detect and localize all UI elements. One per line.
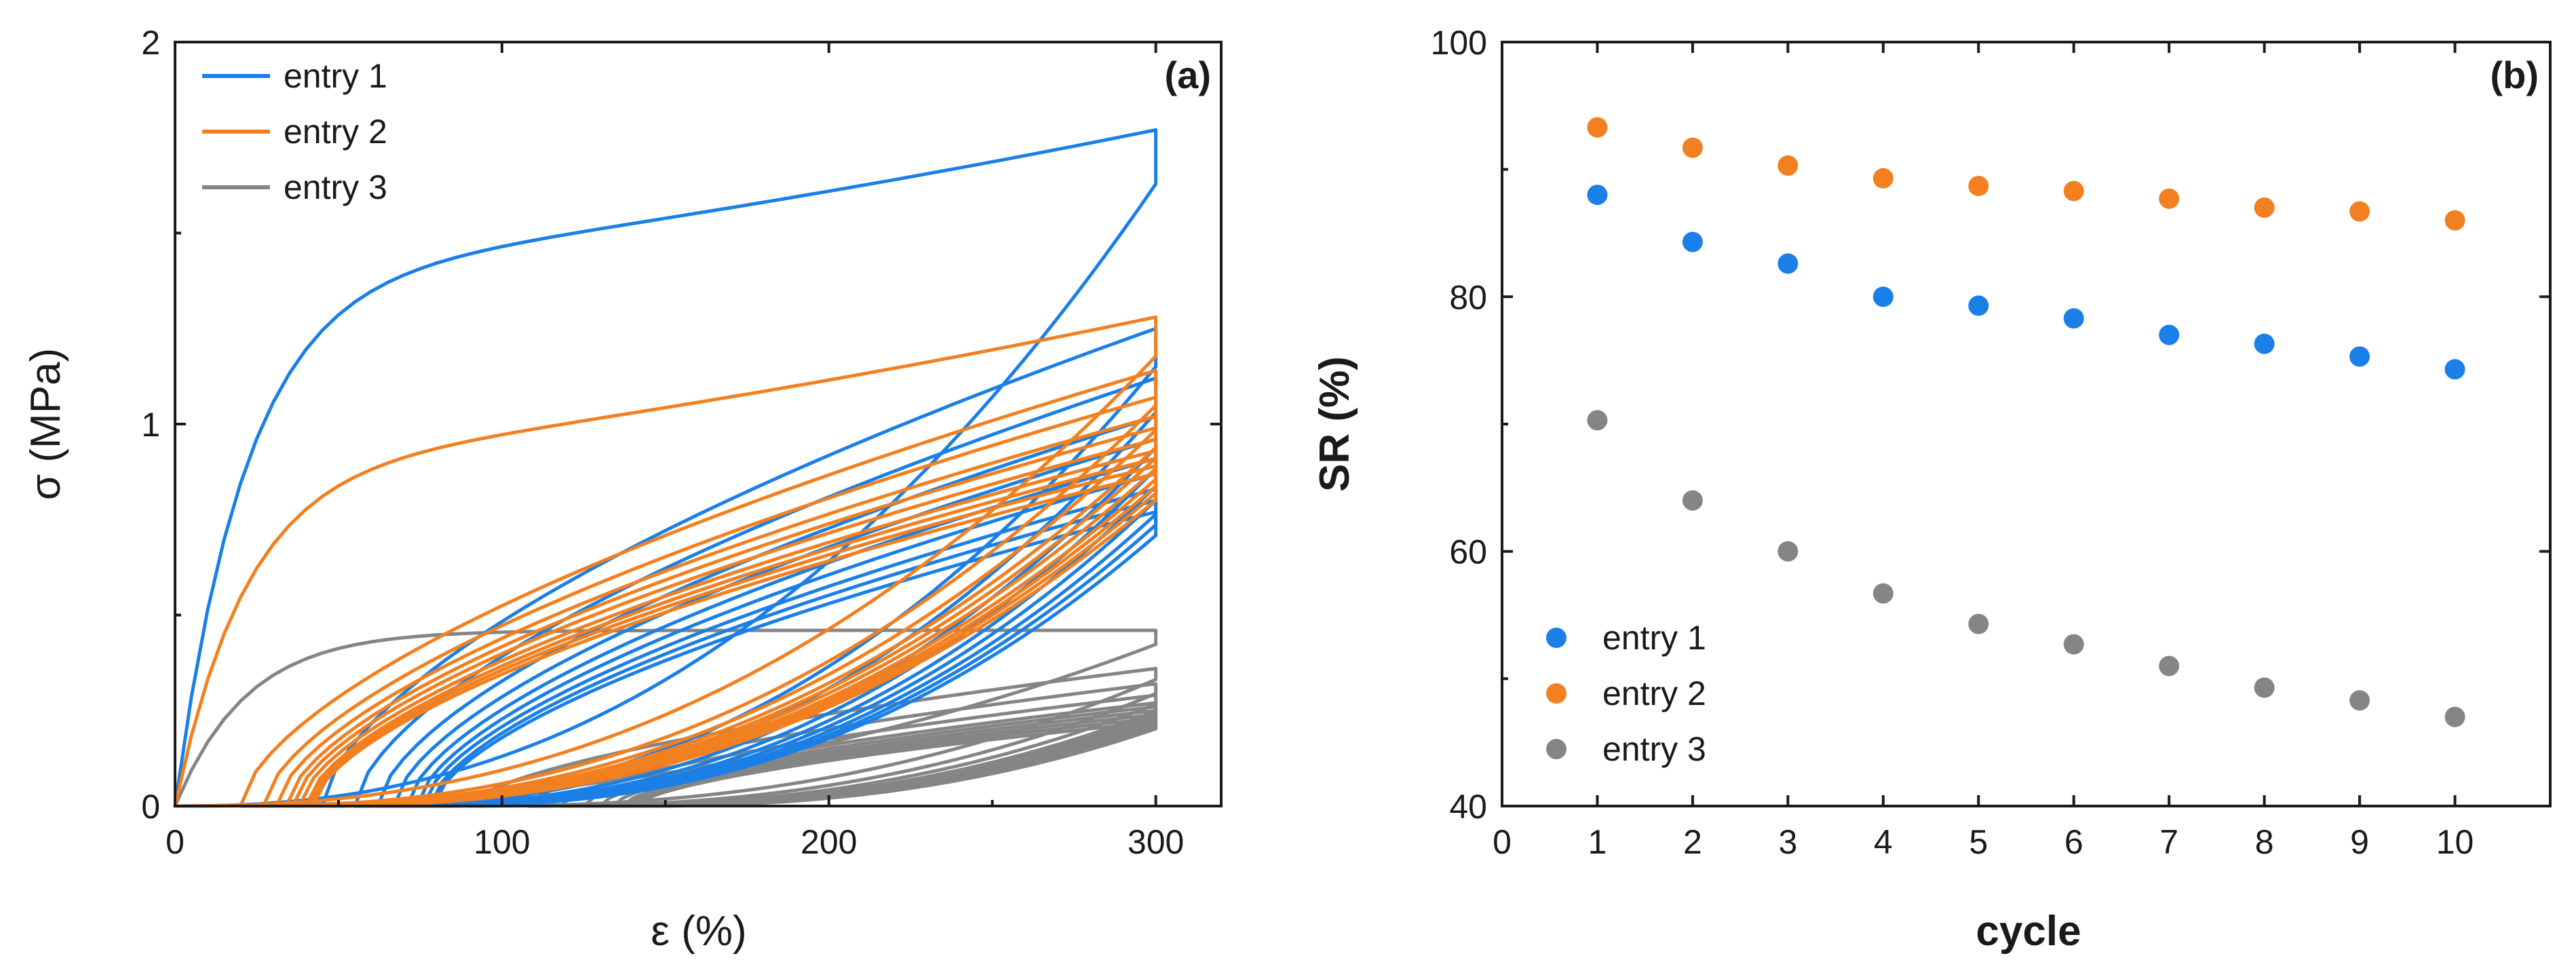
point-entry-3-cycle-10 — [2444, 706, 2465, 727]
point-entry-1-cycle-7 — [2159, 324, 2180, 345]
point-entry-1-cycle-5 — [1968, 295, 1989, 316]
legend-label-entry-3: entry 3 — [1602, 730, 1706, 768]
point-entry-3-cycle-5 — [1968, 613, 1989, 634]
b-x-tick-label: 0 — [1493, 823, 1512, 861]
b-x-tick-label: 2 — [1683, 823, 1702, 861]
b-y-tick-label: 100 — [1431, 24, 1487, 62]
point-entry-2-cycle-2 — [1682, 137, 1703, 158]
point-entry-3-cycle-3 — [1777, 541, 1799, 562]
b-x-tick-label: 9 — [2350, 823, 2369, 861]
point-entry-1-cycle-2 — [1682, 231, 1703, 252]
b-x-tick-label: 1 — [1588, 823, 1607, 861]
point-entry-2-cycle-10 — [2444, 210, 2465, 231]
series-entry-2-cycle-curve — [310, 472, 1158, 808]
series-entry-2-cycle-curve — [173, 315, 1158, 808]
point-entry-3-cycle-6 — [2063, 634, 2084, 655]
series-entry-2-cycle-curve — [261, 396, 1158, 808]
panel-b-label: (b) — [2490, 54, 2539, 96]
legend-label-entry-2: entry 2 — [1602, 674, 1706, 712]
point-entry-3-cycle-4 — [1872, 583, 1893, 604]
legend-marker-entry-1 — [1546, 628, 1566, 648]
legend-marker-entry-2 — [1546, 683, 1566, 704]
panel-b-x-axis-title: cycle — [1976, 908, 2081, 955]
point-entry-1-cycle-3 — [1777, 253, 1799, 274]
b-x-tick-label: 7 — [2159, 823, 2178, 861]
point-entry-1-cycle-1 — [1587, 185, 1608, 206]
panel-a-legend: entry 1 entry 2 entry 3 — [202, 57, 387, 206]
panel-a-plot-area — [173, 128, 1158, 808]
a-y-tick-label: 1 — [141, 406, 160, 444]
panel-a-y-axis-title: σ (MPa) — [22, 348, 69, 500]
b-y-tick-label: 60 — [1449, 533, 1487, 571]
panel-b-recovery-chart: 0 1 2 3 4 5 6 7 8 9 10 40 60 80 100 (b) cycle SR (%) e… — [1311, 24, 2552, 955]
point-entry-3-cycle-9 — [2349, 690, 2370, 711]
a-x-tick-label: 200 — [801, 823, 857, 861]
point-entry-1-cycle-4 — [1872, 286, 1893, 307]
legend-marker-entry-3 — [1546, 739, 1566, 759]
point-entry-2-cycle-1 — [1587, 117, 1608, 138]
point-entry-1-cycle-10 — [2444, 359, 2465, 380]
point-entry-2-cycle-7 — [2159, 188, 2180, 209]
a-x-tick-label: 300 — [1128, 823, 1184, 861]
a-y-tick-label: 2 — [141, 24, 160, 62]
a-x-tick-label: 0 — [166, 823, 185, 861]
series-entry-3-cycle-curve — [634, 720, 1158, 808]
b-y-tick-label: 80 — [1449, 278, 1487, 316]
b-x-tick-label: 6 — [2064, 823, 2083, 861]
point-entry-2-cycle-5 — [1968, 176, 1989, 197]
b-y-tick-label: 40 — [1449, 788, 1487, 826]
point-entry-3-cycle-8 — [2254, 677, 2275, 698]
a-x-tick-label: 100 — [474, 823, 530, 861]
series-entry-1-cycle-curve — [173, 128, 1158, 808]
panel-b-plot-area — [1587, 117, 2465, 727]
a-y-tick-label: 0 — [141, 788, 160, 826]
legend-label-entry-1: entry 1 — [284, 57, 387, 95]
point-entry-2-cycle-8 — [2254, 197, 2275, 218]
point-entry-3-cycle-2 — [1682, 490, 1703, 511]
b-x-tick-label: 4 — [1874, 823, 1893, 861]
point-entry-2-cycle-3 — [1777, 155, 1799, 176]
panel-b-y-axis-title: SR (%) — [1311, 356, 1358, 492]
b-x-tick-label: 3 — [1778, 823, 1797, 861]
series-entry-2-cycle-curve — [238, 368, 1158, 808]
b-x-tick-label: 10 — [2436, 823, 2474, 861]
legend-label-entry-1: entry 1 — [1602, 619, 1706, 657]
point-entry-3-cycle-1 — [1587, 410, 1608, 431]
panel-b-axes: 0 1 2 3 4 5 6 7 8 9 10 40 60 80 100 — [1431, 24, 2552, 861]
point-entry-1-cycle-6 — [2063, 308, 2084, 329]
point-entry-2-cycle-6 — [2063, 180, 2084, 202]
point-entry-2-cycle-4 — [1872, 168, 1893, 189]
legend-label-entry-3: entry 3 — [284, 168, 387, 206]
point-entry-1-cycle-9 — [2349, 346, 2370, 367]
panel-a-x-axis-title: ε (%) — [651, 908, 746, 955]
b-x-tick-label: 5 — [1969, 823, 1988, 861]
legend-label-entry-2: entry 2 — [284, 113, 387, 151]
panel-b-legend: entry 1 entry 2 entry 3 — [1546, 619, 1706, 768]
panel-a-label: (a) — [1165, 54, 1211, 96]
point-entry-1-cycle-8 — [2254, 333, 2275, 354]
point-entry-3-cycle-7 — [2159, 655, 2180, 676]
point-entry-2-cycle-9 — [2349, 201, 2370, 222]
b-x-tick-label: 8 — [2255, 823, 2274, 861]
panel-a-axes: 0 100 200 300 0 1 2 — [141, 24, 1223, 861]
series-entry-1-cycle-curve — [431, 510, 1158, 808]
